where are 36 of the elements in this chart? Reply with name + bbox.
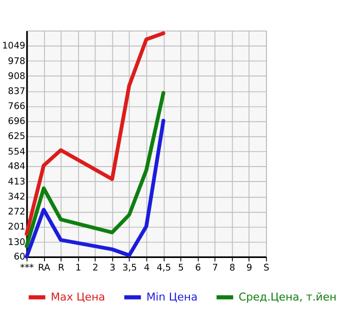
x-tick-label: 7 xyxy=(212,264,218,274)
line-series xyxy=(24,31,166,236)
x-tick-label: 9 xyxy=(246,264,252,274)
legend-label: Min Цена xyxy=(146,290,198,304)
line-series xyxy=(24,91,166,248)
x-tick-label: RA xyxy=(38,264,51,274)
x-tick-label: 2 xyxy=(92,264,98,274)
y-tick-label: 413 xyxy=(8,177,26,188)
y-tick-label: 837 xyxy=(8,86,26,97)
y-tick-label: 484 xyxy=(8,162,26,172)
y-tick-label: 554 xyxy=(8,147,26,158)
x-tick-label: 1 xyxy=(75,264,82,274)
x-tick-label: 8 xyxy=(229,264,236,274)
y-tick-label: 272 xyxy=(8,207,26,218)
y-tick-label: 625 xyxy=(8,132,26,142)
y-tick-label: 696 xyxy=(8,117,26,128)
legend-label: Max Цена xyxy=(50,290,106,304)
y-tick-label: 130 xyxy=(8,238,26,248)
legend-label: Сред.Цена, т.йен xyxy=(238,290,337,304)
x-tick-label: *** xyxy=(20,264,34,274)
x-tick-label: S xyxy=(264,264,270,274)
x-tick-label: 4 xyxy=(144,264,150,274)
line-series xyxy=(24,118,166,259)
x-tick-label: 5 xyxy=(178,264,184,274)
x-tick-label: 3 xyxy=(110,264,116,274)
y-tick-label: 1049 xyxy=(2,42,26,52)
x-tick-label: 6 xyxy=(195,264,202,274)
y-tick-label: 201 xyxy=(8,222,26,233)
y-tick-label: 978 xyxy=(8,56,26,67)
x-tick-label: R xyxy=(58,264,66,274)
y-tick-label: 766 xyxy=(8,102,26,112)
y-tick-label: 908 xyxy=(8,72,26,82)
x-tick-label: 3,5 xyxy=(122,264,138,274)
x-tick-label: 4,5 xyxy=(156,264,172,274)
y-tick-label: 342 xyxy=(8,192,26,203)
y-tick-label: 60 xyxy=(14,252,26,263)
